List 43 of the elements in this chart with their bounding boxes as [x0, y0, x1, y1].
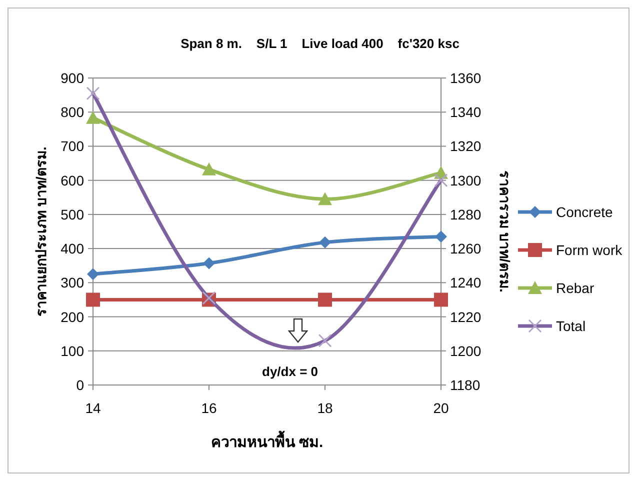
legend-label: Concrete [556, 204, 614, 220]
y2-axis-title: ราคารวม บาท/ตรม. [497, 170, 513, 292]
legend-label: Form work [556, 242, 624, 258]
y2-tick-label: 1360 [450, 70, 482, 86]
x-tick-label: 16 [201, 400, 217, 416]
y-tick-label: 300 [60, 274, 84, 291]
legend-label: Rebar [556, 280, 594, 296]
y-tick-label: 900 [60, 70, 84, 86]
y2-tick-label: 1240 [450, 274, 482, 291]
point [86, 292, 100, 307]
x-tick-label: 18 [317, 400, 333, 416]
y-tick-label: 200 [60, 308, 84, 325]
y-tick-label: 0 [76, 377, 84, 393]
y2-tick-label: 1260 [450, 240, 482, 257]
x-tick-label: 20 [433, 400, 449, 416]
point [318, 292, 332, 307]
annotation: dy/dx = 0 [262, 364, 318, 379]
point [435, 230, 447, 243]
point [87, 268, 99, 280]
point [202, 162, 216, 176]
y2-tick-label: 1280 [450, 206, 482, 222]
chart-title: Span 8 m. S/L 1 Live load 400 fc'320 ksc [180, 36, 460, 51]
point [434, 292, 448, 307]
y2-tick-label: 1320 [450, 138, 482, 154]
x-tick-label: 14 [85, 400, 101, 416]
y2-tick-label: 1300 [450, 172, 482, 188]
y-tick-label: 600 [60, 172, 84, 188]
x-axis-title: ความหนาพื้น ซม. [210, 430, 324, 451]
y-tick-label: 100 [60, 342, 84, 359]
y2-tick-label: 1340 [450, 104, 482, 120]
y-tick-label: 700 [60, 138, 84, 154]
y2-tick-label: 1200 [450, 342, 482, 359]
point [203, 257, 215, 270]
point [318, 192, 332, 206]
point [86, 110, 100, 124]
y-tick-label: 800 [60, 104, 84, 120]
y-tick-label: 500 [60, 206, 84, 222]
legend-label: Total [556, 318, 586, 334]
y2-tick-label: 1180 [450, 377, 480, 393]
point [319, 236, 331, 248]
y-axis-title: ราคาแยกประเภท บาท/ตรม. [33, 146, 49, 316]
y2-tick-label: 1220 [450, 308, 482, 325]
y-tick-label: 400 [60, 240, 84, 257]
